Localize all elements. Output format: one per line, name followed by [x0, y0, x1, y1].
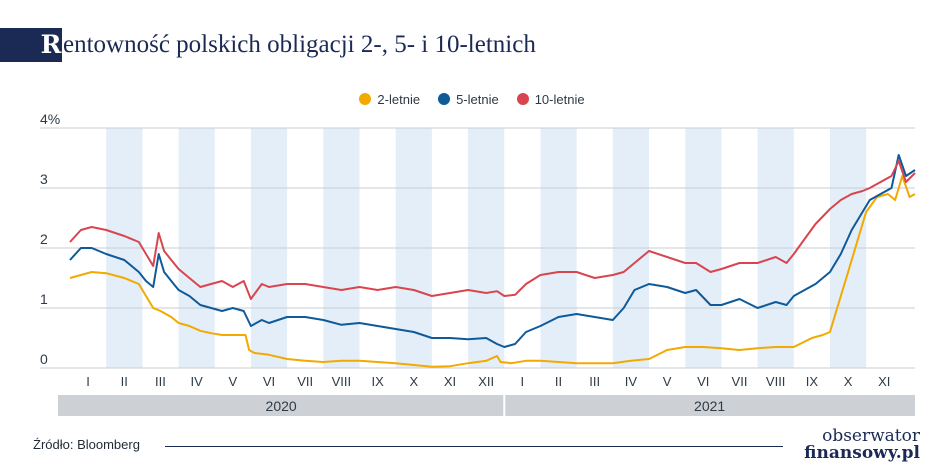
- y-tick-label: 1: [40, 291, 48, 307]
- x-tick-label: XII: [478, 374, 494, 389]
- legend-swatch: [438, 93, 451, 105]
- y-tick-label: 3: [40, 171, 48, 187]
- x-tick-label: IV: [625, 374, 638, 389]
- x-tick-label: V: [663, 374, 672, 389]
- x-tick-label: I: [86, 374, 90, 389]
- x-tick-label: IX: [371, 374, 384, 389]
- year-bar: 2020 2021: [58, 395, 915, 416]
- x-tick-label: II: [555, 374, 562, 389]
- month-bands: [106, 128, 867, 368]
- gridlines: [40, 127, 915, 369]
- footer-divider: [165, 446, 783, 447]
- x-tick-label: X: [409, 374, 418, 389]
- x-tick-label: V: [229, 374, 238, 389]
- x-tick-label: III: [155, 374, 166, 389]
- series-line-5-letnie: [69, 154, 916, 348]
- x-tick-label: IX: [806, 374, 819, 389]
- chart-title: R entowność polskich obligacji 2-, 5- i …: [0, 28, 944, 62]
- x-tick-label: I: [521, 374, 525, 389]
- source-note: Źródło: Bloomberg: [33, 437, 140, 452]
- title-initial: R: [40, 30, 62, 59]
- x-tick-label: VIII: [332, 374, 352, 389]
- x-tick-label: VII: [297, 374, 313, 389]
- x-tick-label: VI: [697, 374, 709, 389]
- title-text: entowność polskich obligacji 2-, 5- i 10…: [63, 31, 536, 58]
- y-tick-label: 4%: [40, 111, 60, 127]
- legend-label: 2-letnie: [377, 91, 421, 107]
- x-tick-label: IV: [191, 374, 204, 389]
- y-tick-label: 0: [40, 351, 48, 367]
- y-tick-label: 2: [40, 231, 48, 247]
- x-tick-label: XI: [444, 374, 456, 389]
- x-tick-label: XI: [878, 374, 890, 389]
- y-axis-ticks: 0 1 2 3 4%: [40, 111, 60, 367]
- legend-swatch: [359, 93, 372, 105]
- legend-item-5y: 5-letnie: [438, 90, 499, 108]
- legend-item-10y: 10-letnie: [516, 90, 585, 108]
- logo-text-top: obserwator: [822, 426, 920, 446]
- x-tick-label: VIII: [766, 374, 786, 389]
- publisher-logo: obserwator finansowy.pl: [790, 428, 920, 468]
- series-line-2-letnie: [69, 175, 916, 368]
- year-label: 2021: [694, 398, 725, 414]
- x-tick-label: II: [121, 374, 128, 389]
- x-axis-month-labels: I II III IV V VI VII VIII IX X XI XII I II III IV V VI VII…: [86, 374, 890, 389]
- legend-item-2y: 2-letnie: [359, 90, 420, 108]
- legend-label: 5-letnie: [456, 91, 499, 107]
- logo-text-bottom: finansowy.pl: [804, 443, 920, 463]
- x-tick-label: III: [589, 374, 600, 389]
- year-bar-bg: [58, 395, 915, 416]
- x-tick-label: VI: [263, 374, 275, 389]
- x-tick-label: VII: [732, 374, 748, 389]
- legend-swatch: [516, 93, 529, 105]
- legend: 2-letnie 5-letnie 10-letnie: [0, 90, 944, 108]
- series-line-10-letnie: [69, 160, 916, 300]
- year-label: 2020: [266, 398, 297, 414]
- legend-label: 10-letnie: [534, 91, 585, 107]
- x-tick-label: X: [844, 374, 853, 389]
- title-accent-bar: [0, 28, 62, 62]
- series-lines: [69, 154, 916, 368]
